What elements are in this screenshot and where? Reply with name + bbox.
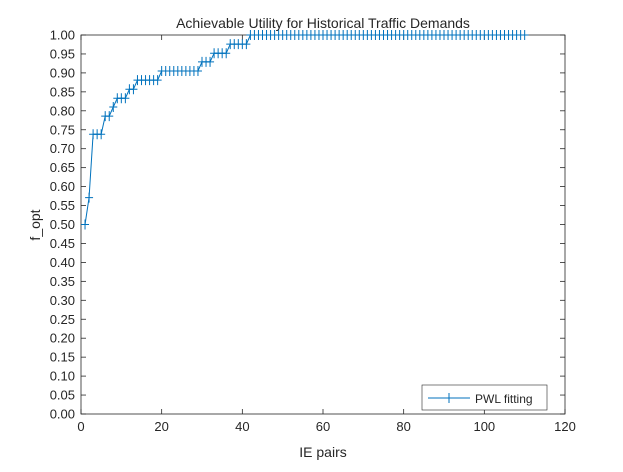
y-tick-label: 0.90 bbox=[50, 65, 75, 80]
y-tick-label: 0.65 bbox=[50, 160, 75, 175]
y-tick-label: 1.00 bbox=[50, 28, 75, 43]
y-tick-label: 0.60 bbox=[50, 179, 75, 194]
data-point-marker bbox=[129, 84, 138, 95]
y-tick-label: 0.85 bbox=[50, 84, 75, 99]
y-tick-label: 0.55 bbox=[50, 198, 75, 213]
legend-marker bbox=[444, 393, 454, 403]
data-point-marker bbox=[193, 66, 202, 77]
x-tick-label: 100 bbox=[473, 419, 495, 434]
y-tick-label: 0.40 bbox=[50, 255, 75, 270]
y-tick-label: 0.00 bbox=[50, 407, 75, 422]
y-tick-label: 0.35 bbox=[50, 274, 75, 289]
y-tick-label: 0.80 bbox=[50, 103, 75, 118]
axes: 0 20 40 60 80 100 120 0.00 0.05 0.10 0.15 0.20 0.25 0… bbox=[50, 28, 576, 435]
y-tick-label: 0.50 bbox=[50, 217, 75, 232]
data-point-marker bbox=[109, 102, 118, 113]
axes-box bbox=[80, 34, 566, 415]
y-tick-label: 0.15 bbox=[50, 350, 75, 365]
data-point-marker bbox=[222, 48, 231, 59]
y-axis-label: f_opt bbox=[27, 209, 43, 240]
x-tick-label: 0 bbox=[77, 419, 84, 434]
data-point-marker bbox=[206, 56, 215, 67]
x-tick-label: 80 bbox=[396, 419, 410, 434]
data-point-marker bbox=[520, 30, 529, 40]
chart-title: Achievable Utility for Historical Traffi… bbox=[176, 15, 470, 31]
series-line bbox=[84, 34, 525, 225]
x-axis-label: IE pairs bbox=[299, 444, 346, 460]
y-tick-label: 0.05 bbox=[50, 388, 75, 403]
x-tick-label: 60 bbox=[316, 419, 330, 434]
y-tick-label: 0.10 bbox=[50, 369, 75, 384]
y-tick-label: 0.75 bbox=[50, 122, 75, 137]
y-tick-label: 0.30 bbox=[50, 293, 75, 308]
x-tick-label: 40 bbox=[235, 419, 249, 434]
data-point-marker bbox=[121, 93, 130, 104]
legend: PWL fitting bbox=[421, 384, 548, 411]
y-tick-label: 0.20 bbox=[50, 331, 75, 346]
plot-area bbox=[81, 30, 529, 230]
x-tick-label: 20 bbox=[154, 419, 168, 434]
data-point-marker bbox=[153, 75, 162, 86]
legend-label: PWL fitting bbox=[475, 392, 533, 406]
y-tick-label: 0.25 bbox=[50, 312, 75, 327]
y-tick-label: 0.45 bbox=[50, 236, 75, 251]
data-point-marker bbox=[85, 192, 94, 203]
data-point-marker bbox=[81, 219, 90, 230]
y-tick-label: 0.95 bbox=[50, 46, 75, 61]
x-tick-label: 120 bbox=[554, 419, 576, 434]
data-point-marker bbox=[242, 39, 251, 50]
data-point-marker bbox=[105, 111, 114, 122]
data-point-marker bbox=[97, 129, 106, 140]
y-tick-label: 0.70 bbox=[50, 141, 75, 156]
